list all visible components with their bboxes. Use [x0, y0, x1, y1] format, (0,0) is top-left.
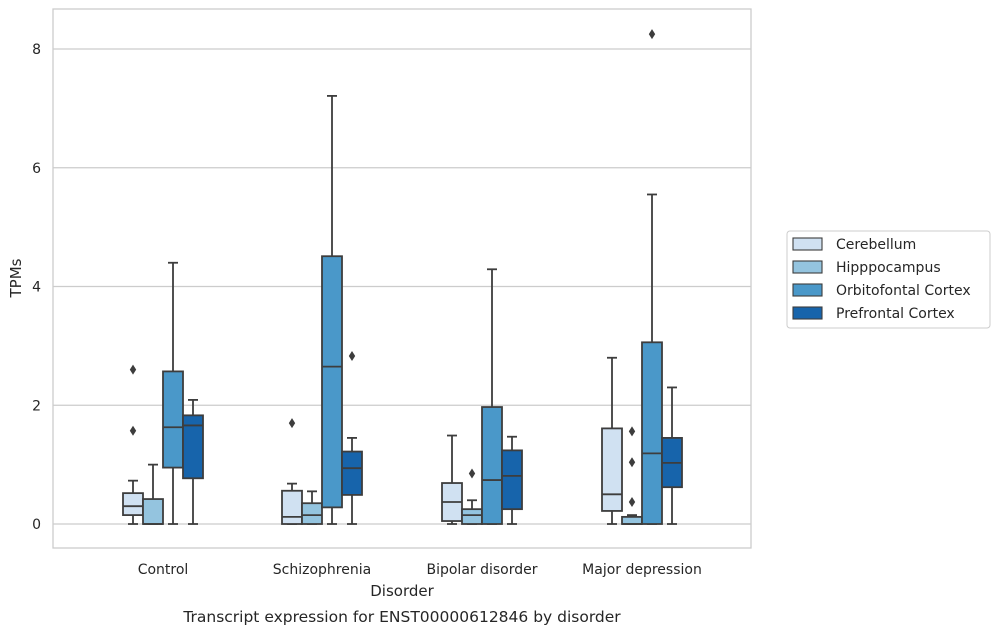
legend-label-1: Hipppocampus: [836, 260, 941, 276]
box-3-2: [641, 29, 663, 525]
x-axis-label: Disorder: [370, 582, 434, 600]
y-axis-label: TPMs: [7, 258, 25, 298]
box-body: [142, 498, 164, 525]
box-2-2: [481, 268, 503, 525]
legend-label-3: Prefrontal Cortex: [836, 306, 955, 322]
box-1-1: [301, 490, 323, 525]
x-tick-label-2: Bipolar disorder: [426, 562, 537, 578]
x-tick-labels: Control Schizophrenia Bipolar disorder Majo…: [138, 562, 702, 578]
outlier-point-1: [129, 364, 137, 375]
y-tick-label-2: 4: [32, 280, 41, 296]
box-1-0: [281, 418, 303, 525]
box-0-2: [162, 261, 184, 525]
box-3-1: [621, 426, 643, 525]
box-body: [301, 502, 323, 525]
box-body: [321, 255, 343, 509]
box-body: [601, 427, 623, 512]
y-tick-label-4: 8: [32, 42, 41, 58]
box-2-1: [461, 468, 483, 525]
y-tick-label-0: 0: [32, 517, 41, 533]
legend-swatch-1: [792, 260, 823, 274]
box-body: [162, 370, 184, 469]
box-body: [281, 489, 303, 525]
x-tick-label-1: Schizophrenia: [273, 562, 371, 578]
box-3-3: [661, 386, 683, 525]
outlier-point-0: [628, 497, 636, 508]
box-2-3: [501, 435, 523, 525]
legend-swatch-3: [792, 306, 823, 320]
y-tick-label-1: 2: [32, 398, 41, 414]
box-body: [461, 508, 483, 525]
outlier-point-0: [648, 29, 656, 40]
box-0-0: [122, 364, 144, 525]
chart-caption: Transcript expression for ENST0000061284…: [182, 608, 621, 626]
box-body: [641, 341, 663, 525]
outlier-point-0: [348, 350, 356, 361]
plot-frame: [52, 8, 752, 549]
y-tick-label-3: 6: [32, 161, 41, 177]
box-1-2: [321, 95, 343, 525]
box-0-3: [182, 399, 204, 525]
legend-frame: [786, 230, 991, 329]
legend: Cerebellum Hipppocampus Orbitofontal Corte…: [786, 230, 991, 329]
legend-swatch-2: [792, 283, 823, 297]
legend-label-0: Cerebellum: [836, 237, 916, 253]
box-body: [341, 450, 363, 496]
box-body: [122, 492, 144, 516]
box-3-0: [601, 356, 623, 525]
outlier-point-0: [288, 418, 296, 429]
outlier-point-0: [468, 468, 476, 479]
x-tick-label-3: Major depression: [582, 562, 702, 578]
box-body: [481, 406, 503, 525]
box-0-1: [142, 463, 164, 525]
box-2-0: [441, 434, 463, 525]
box-layer: [122, 29, 683, 525]
box-body: [182, 414, 204, 480]
box-1-3: [341, 350, 363, 525]
x-tick-label-0: Control: [138, 562, 189, 578]
legend-swatch-0: [792, 237, 823, 251]
box-body: [621, 515, 643, 525]
box-body: [501, 449, 523, 511]
outlier-point-0: [129, 425, 137, 436]
outlier-point-2: [628, 426, 636, 437]
outlier-point-1: [628, 457, 636, 468]
y-tick-labels: 0 2 4 6 8: [32, 42, 41, 533]
legend-label-2: Orbitofontal Cortex: [836, 283, 971, 299]
